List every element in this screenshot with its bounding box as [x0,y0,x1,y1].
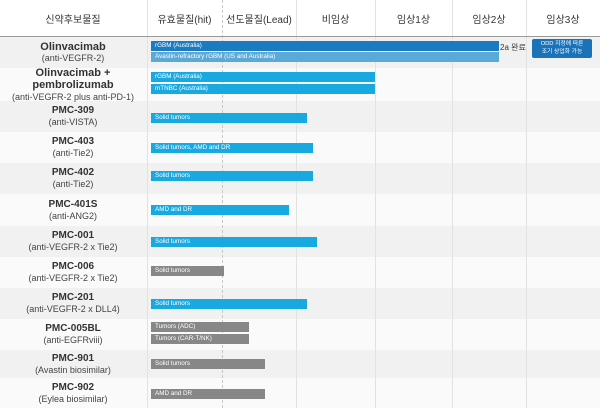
drug-name: PMC-901 [51,352,95,364]
header-phase3: 임상3상 [546,14,580,26]
drug-name: PMC-403 [51,136,95,147]
progress-bar: mTNBC (Australia) [151,84,375,94]
grid-line [296,0,297,408]
drug-label: Olinvacimab + pembrolizumab (anti-VEGFR-… [0,66,146,102]
progress-bar: Solid tumors [151,237,317,247]
progress-bar: Solid tumors [151,266,224,276]
header-lead: 선도물질(Lead) [226,14,292,26]
progress-bar: Tumors (CAR-T/NK) [151,334,249,344]
drug-target: (anti-VEGFR-2 x Tie2) [28,242,118,252]
drug-target: (anti-VEGFR-2) [41,53,105,64]
progress-bar: Solid tumors [151,299,307,309]
drug-target: (anti-VEGFR-2 x Tie2) [28,273,118,283]
header-phase1: 임상1상 [396,14,431,26]
drug-label: PMC-901 (Avastin biosimilar) [0,350,146,378]
progress-bar: Tumors (ADC) [151,322,249,332]
progress-bar: Solid tumors [151,171,313,181]
drug-label: PMC-001 (anti-VEGFR-2 x Tie2) [0,226,146,257]
progress-bar: rGBM (Australia) [151,41,499,51]
drug-label: PMC-201 (anti-VEGFR-2 x DLL4) [0,288,146,319]
grid-line [147,0,148,408]
drug-target: (anti-EGFRviii) [43,335,103,345]
header-divider [0,36,600,37]
header-nonclinical: 비임상 [321,14,350,26]
drug-target: (anti-VEGFR-2 plus anti-PD-1) [11,91,135,102]
drug-name: PMC-401S [48,198,98,210]
row-bg [0,350,600,378]
drug-label: PMC-005BL (anti-EGFRviii) [0,319,146,350]
drug-name: PMC-902 [51,381,95,393]
progress-bar: rGBM (Australia) [151,72,375,82]
drug-target: (anti-VEGFR-2 x DLL4) [26,304,120,314]
row-bg [0,194,600,226]
grid-line [452,0,453,408]
progress-bar: Solid tumors [151,113,307,123]
drug-target: (Eylea biosimilar) [38,393,108,404]
header-candidate: 신약후보물질 [45,14,101,26]
drug-target: (anti-VISTA) [48,117,98,127]
drug-label: PMC-006 (anti-VEGFR-2 x Tie2) [0,257,146,288]
drug-name: PMC-201 [51,292,95,303]
drug-target: (Avastin biosimilar) [35,364,111,375]
progress-bar: Avastin-refractory rGBM (US and Australi… [151,52,499,62]
row-bg [0,378,600,408]
badge-line2: 조기 상업화 가능 [541,48,583,55]
progress-bar: Solid tumors, AMD and DR [151,143,313,153]
badge-line1: ODD 지정에 따른 [540,41,584,47]
drug-target: (anti-Tie2) [52,179,94,189]
row-bg [0,319,600,350]
drug-target: (anti-ANG2) [48,210,97,221]
drug-name: Olinvacimab [40,40,106,53]
drug-name: PMC-309 [51,105,95,116]
odd-badge: ODD 지정에 따른 조기 상업화 가능 [532,39,592,58]
drug-label: PMC-902 (Eylea biosimilar) [0,378,146,408]
phase-note: 2a 완료 [500,43,526,52]
drug-label: PMC-402 (anti-Tie2) [0,163,146,194]
drug-label: PMC-309 (anti-VISTA) [0,101,146,132]
row-bg [0,257,600,288]
grid-line [375,0,376,408]
progress-bar: Solid tumors [151,359,265,369]
grid-line [222,0,223,408]
drug-label: PMC-401S (anti-ANG2) [0,194,146,226]
drug-label: PMC-403 (anti-Tie2) [0,132,146,163]
drug-name: Olinvacimab + [35,66,111,79]
drug-name-line2: pembrolizumab [32,79,114,91]
drug-name: PMC-001 [51,230,95,241]
header-hit: 유효물질(hit) [157,14,212,26]
grid-line [526,0,527,408]
drug-label: Olinvacimab (anti-VEGFR-2) [0,37,146,68]
progress-bar: AMD and DR [151,389,265,399]
drug-target: (anti-Tie2) [52,148,94,158]
drug-name: PMC-005BL [45,323,101,334]
drug-name: PMC-006 [51,261,95,272]
header-phase2: 임상2상 [472,14,506,26]
drug-name: PMC-402 [51,167,95,178]
progress-bar: AMD and DR [151,205,289,215]
